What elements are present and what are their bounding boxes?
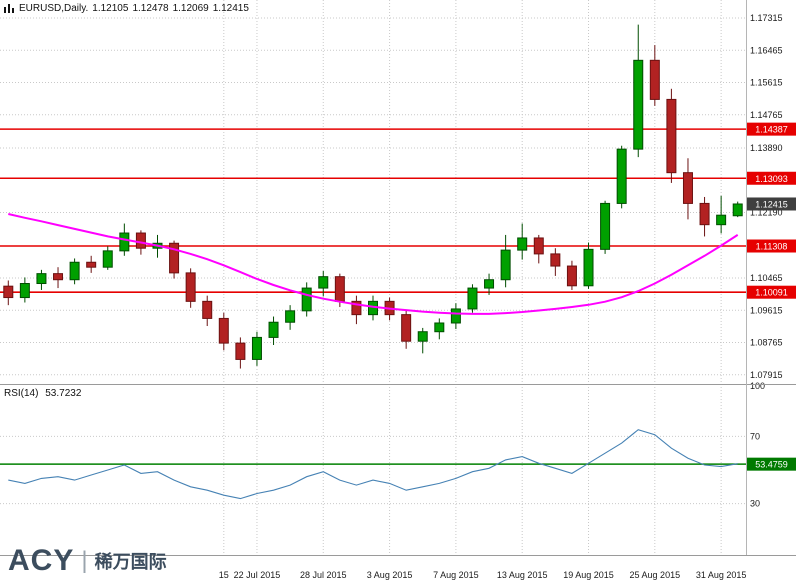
candle-down: [3, 285, 14, 299]
acy-logo: ACY | 稀万国际: [8, 544, 167, 578]
candle-up: [285, 310, 296, 323]
candle-down: [699, 202, 710, 226]
price-axis-label: 1.08765: [750, 338, 783, 348]
rsi-value-badge: [747, 457, 796, 471]
candle-down: [533, 237, 544, 255]
candle-down: [135, 232, 146, 249]
candle-up: [500, 249, 511, 281]
date-axis-label: 22 Jul 2015: [234, 570, 281, 580]
candle-down: [334, 276, 345, 302]
candle-up: [268, 321, 279, 338]
date-axis-label: 28 Jul 2015: [300, 570, 347, 580]
date-axis-label: 7 Aug 2015: [433, 570, 479, 580]
price-level-badge: [747, 171, 796, 185]
symbol-ohlc-header: EURUSD,Daily. 1.12105 1.12478 1.12069 1.…: [4, 3, 253, 14]
rsi-level-label: 70: [750, 431, 760, 441]
candle-down: [218, 317, 229, 344]
candle-up: [36, 273, 47, 285]
candle-up: [119, 232, 130, 252]
candle-up: [600, 202, 611, 250]
candle-up: [69, 261, 80, 281]
date-axis-label: 25 Aug 2015: [630, 570, 681, 580]
candle-up: [417, 331, 428, 342]
moving-average-line: [8, 213, 739, 315]
candle-down: [53, 273, 64, 281]
price-axis-label: 1.10465: [750, 273, 783, 283]
candle-down: [666, 98, 677, 174]
candle-down: [235, 342, 246, 360]
candle-down: [566, 265, 577, 287]
price-level-badge-text: 1.14387: [755, 125, 788, 135]
price-axis-label: 1.07915: [750, 370, 783, 380]
candle-up: [450, 308, 461, 324]
date-axis-label: 31 Aug 2015: [696, 570, 747, 580]
candle-down: [169, 242, 180, 274]
ohlc-open: 1.12105: [92, 3, 129, 14]
candle-up: [467, 287, 478, 310]
date-axis-label: 19 Aug 2015: [563, 570, 614, 580]
candle-down: [86, 261, 97, 268]
candle-down: [649, 59, 660, 100]
candle-up: [301, 287, 312, 312]
rsi-indicator-name: RSI(14): [4, 388, 39, 399]
rsi-line: [8, 429, 738, 500]
candle-up: [434, 322, 445, 333]
rsi-indicator-value: 53.7232: [45, 388, 82, 399]
logo-divider: |: [81, 547, 88, 574]
candle-up: [732, 203, 743, 217]
candle-up: [19, 283, 30, 299]
current-price-badge: [747, 197, 796, 211]
candle-down: [185, 272, 196, 302]
price-level-badge-text: 1.13093: [755, 174, 788, 184]
rsi-level-label: 100: [750, 381, 765, 391]
candle-up: [616, 148, 627, 204]
candle-down: [682, 172, 693, 204]
date-axis-label: 13 Aug 2015: [497, 570, 548, 580]
price-level-badge: [747, 122, 796, 136]
price-level-badge-text: 1.10091: [755, 288, 788, 298]
price-axis-label: 1.17315: [750, 13, 783, 23]
candle-up: [251, 336, 262, 360]
ohlc-high: 1.12478: [132, 3, 169, 14]
price-axis-label: 1.09615: [750, 305, 783, 315]
logo-chinese-text: 稀万国际: [94, 552, 167, 572]
ohlc-close: 1.12415: [212, 3, 249, 14]
rsi-value-badge-text: 53.4759: [755, 460, 788, 470]
candle-up: [484, 279, 495, 289]
candle-down: [202, 300, 213, 319]
price-level-badge-text: 1.11308: [756, 242, 788, 252]
candle-down: [550, 253, 561, 267]
price-level-badge: [747, 285, 796, 299]
rsi-indicator-label: RSI(14) 53.7232: [4, 388, 85, 399]
price-axis-label: 1.12190: [750, 208, 783, 218]
candle-up: [633, 59, 644, 150]
candle-down: [351, 300, 362, 316]
candle-up: [716, 214, 727, 226]
candlestick-chart-icon: [4, 3, 14, 13]
candle-up: [583, 248, 594, 287]
price-axis-label: 1.13890: [750, 143, 783, 153]
candle-up: [318, 276, 329, 289]
price-axis-label: 1.14765: [750, 110, 783, 120]
price-axis-label: 1.16465: [750, 45, 783, 55]
date-axis-label: 15: [219, 570, 229, 580]
symbol-name: EURUSD,Daily.: [19, 3, 89, 14]
current-price-badge-text: 1.12415: [755, 199, 788, 209]
candle-down: [401, 314, 412, 342]
rsi-level-label: 30: [750, 499, 760, 509]
price-level-badge: [747, 239, 796, 253]
candle-up: [517, 237, 528, 251]
date-axis-label: 3 Aug 2015: [367, 570, 413, 580]
price-axis-label: 1.15615: [750, 78, 783, 88]
candle-up: [102, 250, 113, 268]
ohlc-low: 1.12069: [172, 3, 209, 14]
acy-logo-text: ACY: [8, 544, 75, 577]
